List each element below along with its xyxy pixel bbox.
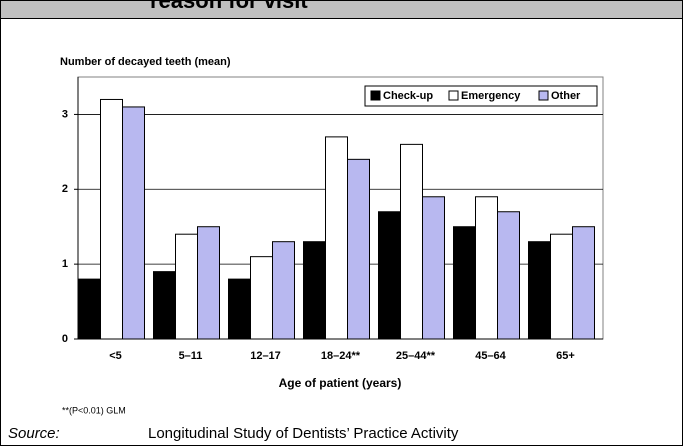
bar xyxy=(122,106,145,340)
y-tick-label: 0 xyxy=(62,333,68,345)
bar xyxy=(303,241,326,340)
legend-swatch xyxy=(448,90,459,101)
legend-swatch xyxy=(538,90,549,101)
bar xyxy=(228,278,251,340)
bar xyxy=(528,241,551,340)
x-tick-label: 12–17 xyxy=(250,350,281,362)
y-tick-label: 2 xyxy=(62,183,68,195)
bar xyxy=(400,143,423,340)
source-label: Source: xyxy=(8,425,60,442)
bar xyxy=(250,256,273,340)
x-tick-label: 45–64 xyxy=(475,350,506,362)
x-tick-label: 65+ xyxy=(556,350,575,362)
bar xyxy=(572,226,595,340)
x-tick-label: 5–11 xyxy=(179,350,203,362)
bar xyxy=(100,98,123,340)
source-text: Longitudinal Study of Dentists’ Practice… xyxy=(148,425,459,442)
bar xyxy=(422,196,445,340)
bar xyxy=(153,271,176,340)
bar xyxy=(497,211,520,340)
y-tick-label: 1 xyxy=(62,258,68,270)
x-tick-label: 18–24** xyxy=(321,350,361,362)
legend-swatch xyxy=(370,90,381,101)
note: **(P<0.01) GLM xyxy=(62,405,126,415)
bar xyxy=(197,226,220,340)
x-axis-title: Age of patient (years) xyxy=(279,376,402,390)
bar xyxy=(325,136,348,340)
legend-label: Other xyxy=(551,90,581,102)
bar xyxy=(347,158,370,340)
bar xyxy=(453,226,476,340)
x-tick-label: 25–44** xyxy=(396,350,436,362)
legend-label: Emergency xyxy=(461,90,521,102)
bar xyxy=(175,233,198,340)
bar xyxy=(475,196,498,340)
bar xyxy=(378,211,401,340)
header-bar xyxy=(0,0,683,19)
bar xyxy=(550,233,573,340)
legend-label: Check-up xyxy=(383,90,433,102)
y-tick-label: 3 xyxy=(62,108,68,120)
bar xyxy=(272,241,295,340)
bar xyxy=(78,278,101,340)
header-title: reason for visit xyxy=(150,0,308,13)
y-axis-title: Number of decayed teeth (mean) xyxy=(60,56,231,68)
x-tick-label: <5 xyxy=(109,350,122,362)
